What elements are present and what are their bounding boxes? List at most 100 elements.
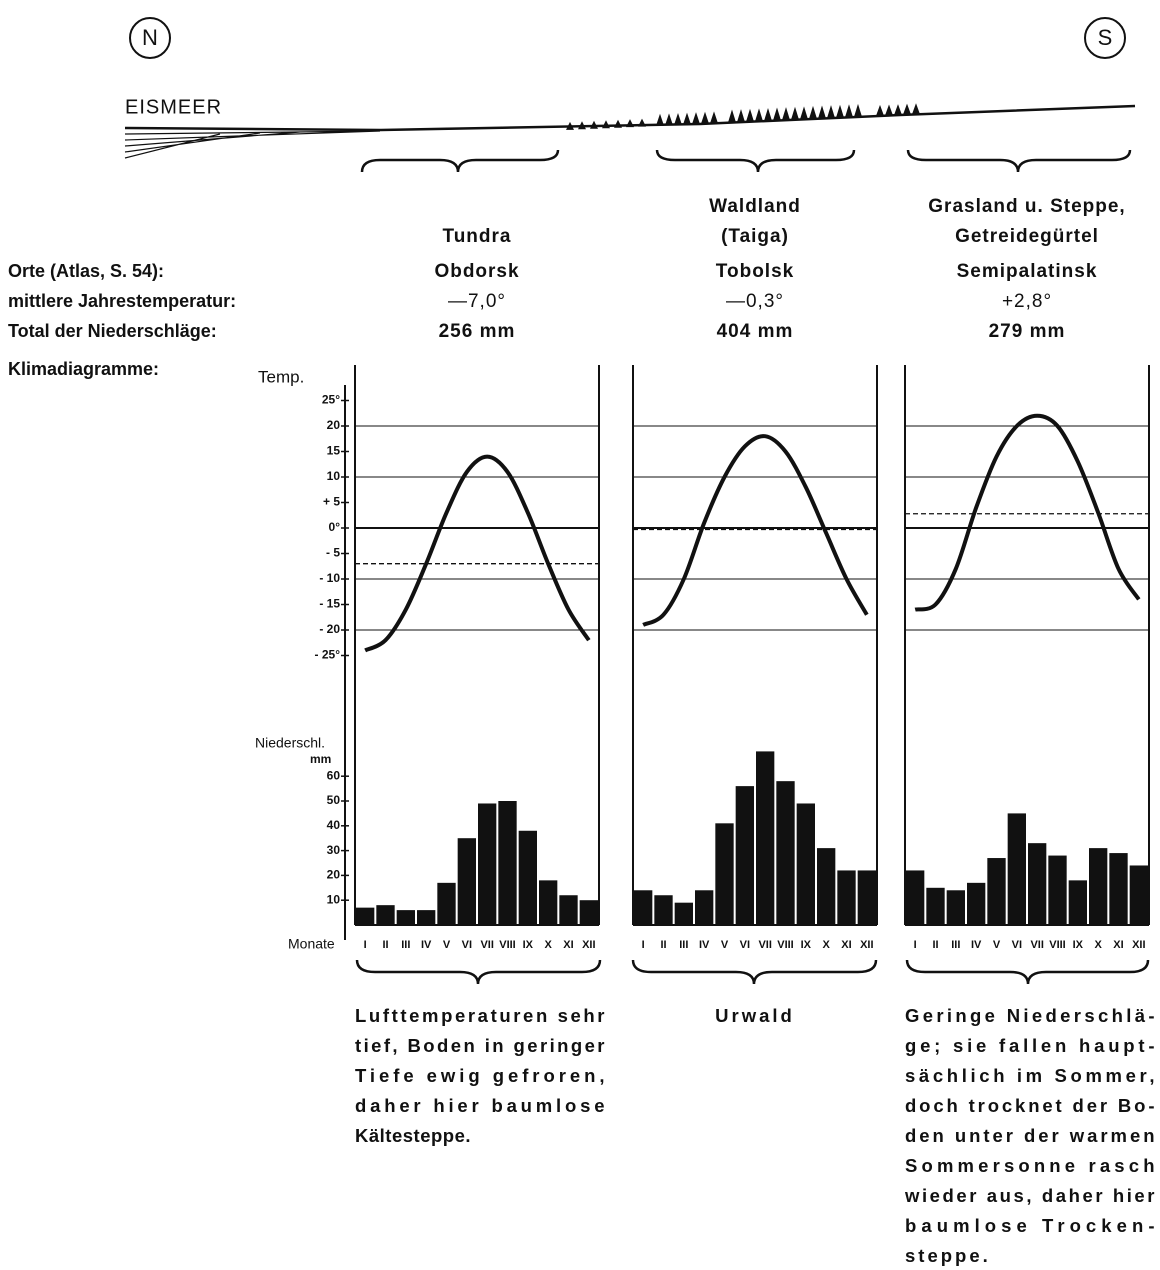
row-label: mittlere Jahrestemperatur: xyxy=(8,291,236,311)
row-label: Total der Niederschläge: xyxy=(8,321,217,341)
precip-bar xyxy=(518,831,538,925)
compass-north: N xyxy=(142,25,158,50)
y-tick-label: - 15 xyxy=(319,597,340,611)
tree xyxy=(809,106,817,119)
description-line: baumlose Trocken- xyxy=(905,1215,1155,1236)
y-tick-label: + 5 xyxy=(323,495,340,509)
precip-bar xyxy=(966,883,986,925)
description-line: Kältesteppe. xyxy=(355,1125,471,1146)
y2-tick-label: 60 xyxy=(327,768,341,782)
mean-temp: —0,3° xyxy=(726,291,784,312)
month-label: IX xyxy=(1073,939,1084,951)
tree xyxy=(791,107,799,120)
precip-bar xyxy=(1047,856,1067,925)
tree xyxy=(602,120,610,128)
y-tick-label: - 25° xyxy=(315,648,341,662)
month-label: X xyxy=(1094,939,1102,951)
tree xyxy=(885,104,893,115)
precip-bar xyxy=(694,890,714,925)
precip-bar xyxy=(946,890,966,925)
month-label: VI xyxy=(740,939,750,951)
tree xyxy=(701,112,709,124)
precip-bar xyxy=(925,888,945,925)
description-line: Tiefe ewig gefroren, xyxy=(355,1065,605,1086)
zone-title: Getreidegürtel xyxy=(955,226,1099,247)
precip-bar xyxy=(477,803,497,925)
month-label: IV xyxy=(421,939,432,951)
tree xyxy=(656,114,664,126)
precip-bar xyxy=(538,880,558,925)
y2-tick-label: 30 xyxy=(327,843,341,857)
mean-temp: +2,8° xyxy=(1002,291,1052,312)
month-label: XII xyxy=(582,939,595,951)
tree xyxy=(746,109,754,122)
month-label: V xyxy=(721,939,729,951)
precip-bar xyxy=(857,870,877,925)
temp-axis-label: Temp. xyxy=(258,367,304,386)
page: N S EISMEER Orte (Atlas, S. 54):mittlere… xyxy=(0,0,1160,1270)
month-label: III xyxy=(679,939,688,951)
precip-total: 256 mm xyxy=(439,321,516,342)
compass-south: S xyxy=(1098,25,1113,50)
sea-label: EISMEER xyxy=(125,96,222,118)
precip-bar xyxy=(558,895,578,925)
precip-bar xyxy=(796,803,816,925)
y2-tick-label: 50 xyxy=(327,793,341,807)
precip-bar xyxy=(416,910,436,925)
y-tick-label: 15 xyxy=(327,444,341,458)
y-tick-label: 0° xyxy=(329,520,341,534)
month-label: VIII xyxy=(1049,939,1066,951)
tree xyxy=(827,105,835,118)
month-label: II xyxy=(932,939,938,951)
tree xyxy=(710,111,718,123)
y2-tick-label: 20 xyxy=(327,868,341,882)
place: Tobolsk xyxy=(716,261,794,282)
tree xyxy=(674,113,682,125)
month-label: VII xyxy=(758,939,771,951)
zone-title: (Taiga) xyxy=(721,226,789,247)
tree xyxy=(755,108,763,121)
precip-bar xyxy=(579,900,599,925)
zone-title: Grasland u. Steppe, xyxy=(928,196,1125,217)
tree xyxy=(876,105,884,116)
month-label: X xyxy=(544,939,552,951)
precip-bar xyxy=(674,903,694,925)
precip-bar xyxy=(396,910,416,925)
place: Semipalatinsk xyxy=(957,261,1098,282)
precip-bar xyxy=(355,908,375,925)
precip-bar xyxy=(1027,843,1047,925)
y-tick-label: 10 xyxy=(327,469,341,483)
description-line: Lufttemperaturen sehr xyxy=(355,1005,605,1026)
precip-bar xyxy=(1068,880,1088,925)
month-label: XII xyxy=(1132,939,1145,951)
month-label: II xyxy=(660,939,666,951)
month-label: VIII xyxy=(499,939,516,951)
y2-tick-label: 10 xyxy=(327,892,341,906)
tree xyxy=(854,104,862,117)
month-label: X xyxy=(822,939,830,951)
y-tick-label: 25° xyxy=(322,393,340,407)
description-line: doch trocknet der Bo- xyxy=(905,1095,1155,1116)
months-label: Monate xyxy=(288,936,335,952)
precip-bar xyxy=(714,823,734,925)
tree xyxy=(728,110,736,123)
tree xyxy=(818,106,826,119)
month-label: VII xyxy=(480,939,493,951)
precip-bar xyxy=(905,870,925,925)
description-line: tief, Boden in geringer xyxy=(355,1035,605,1056)
tree xyxy=(773,108,781,121)
description-line: daher hier baumlose xyxy=(355,1095,605,1116)
tree xyxy=(626,119,634,127)
y-tick-label: - 10 xyxy=(319,571,340,585)
tree xyxy=(764,108,772,121)
precip-bar xyxy=(436,883,456,925)
month-label: IV xyxy=(971,939,982,951)
precip-bar xyxy=(1088,848,1108,925)
y-tick-label: - 5 xyxy=(326,546,340,560)
month-label: XI xyxy=(563,939,573,951)
description-line: Sommersonne rasch xyxy=(905,1155,1155,1176)
row-label: Klimadiagramme: xyxy=(8,359,159,379)
precip-bar xyxy=(735,786,755,925)
month-label: XI xyxy=(841,939,851,951)
description-line: steppe. xyxy=(905,1245,991,1266)
